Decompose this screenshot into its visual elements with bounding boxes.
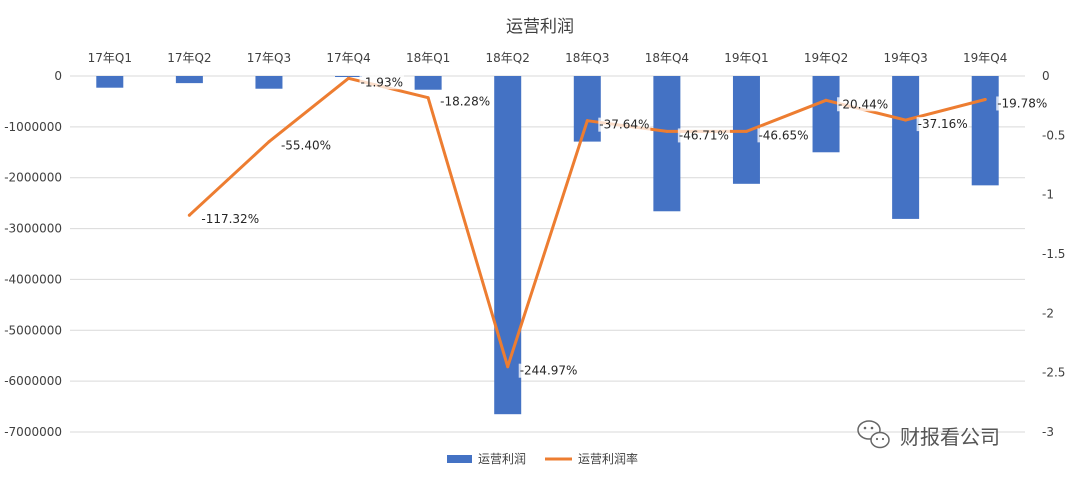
line-data-label-background xyxy=(598,117,651,132)
line-data-label: -37.16% xyxy=(918,117,968,131)
line-data-label: -18.28% xyxy=(440,95,490,109)
line-data-label: -46.71% xyxy=(679,128,729,142)
wechat-icon xyxy=(857,420,890,449)
bar xyxy=(812,76,840,153)
bar xyxy=(414,76,442,90)
bar xyxy=(573,76,601,142)
x-axis-tick-label: 17年Q4 xyxy=(326,51,370,65)
x-axis-tick-label: 18年Q3 xyxy=(565,51,609,65)
bar xyxy=(971,76,999,186)
right-axis-tick-label: -0.5 xyxy=(1042,128,1065,142)
line-data-labels: -117.32% -55.40% -1.93% -18.28% -244.97% -37.… xyxy=(200,75,1049,378)
line-point xyxy=(187,213,191,217)
line-data-label-background xyxy=(677,128,730,143)
line-data-label-background xyxy=(916,117,969,132)
bar xyxy=(494,76,522,415)
line-data-label-background xyxy=(439,94,492,109)
line-series xyxy=(187,76,987,369)
line-data-label-background xyxy=(757,128,810,143)
left-axis-tick-label: -4000000 xyxy=(4,272,62,286)
line-point xyxy=(665,129,669,133)
bar xyxy=(96,76,124,88)
x-axis-tick-label: 17年Q3 xyxy=(247,51,291,65)
legend: 运营利润 运营利润率 xyxy=(447,451,638,466)
line-data-label-background xyxy=(518,363,579,378)
x-axis-tick-label: 19年Q2 xyxy=(804,51,848,65)
line-data-label: -20.44% xyxy=(838,97,888,111)
line-data-label: -55.40% xyxy=(281,139,331,153)
x-axis-tick-label: 17年Q2 xyxy=(167,51,211,65)
right-axis-tick-labels: 0 -0.5 -1 -1.5 -2 -2.5 -3 xyxy=(1042,69,1065,439)
line-data-label-background xyxy=(837,97,890,112)
legend-label-bar: 运营利润 xyxy=(478,452,526,466)
line-data-label: -46.65% xyxy=(758,128,808,142)
line-point xyxy=(744,129,748,133)
left-axis-tick-label: -2000000 xyxy=(4,171,62,185)
line-point xyxy=(426,96,430,100)
x-axis-tick-label: 19年Q3 xyxy=(883,51,927,65)
line-data-label-background xyxy=(359,75,404,90)
bar xyxy=(255,76,283,89)
x-axis-tick-label: 19年Q1 xyxy=(724,51,768,65)
left-axis-tick-label: -1000000 xyxy=(4,120,62,134)
line-point xyxy=(904,118,908,122)
right-axis-tick-label: -2 xyxy=(1042,306,1054,320)
x-axis-tick-labels: 17年Q1 17年Q2 17年Q3 17年Q4 18年Q1 18年Q2 18年Q3 18年Q4… xyxy=(88,51,1008,65)
legend-label-line: 运营利润率 xyxy=(578,451,638,466)
left-axis-tick-label: -7000000 xyxy=(4,425,62,439)
watermark: 财报看公司 xyxy=(857,420,1000,449)
x-axis-tick-label: 17年Q1 xyxy=(88,51,132,65)
x-axis-tick-label: 18年Q4 xyxy=(645,51,689,65)
line-point xyxy=(824,98,828,102)
bar xyxy=(335,76,363,78)
x-axis-tick-label: 18年Q1 xyxy=(406,51,450,65)
line-point xyxy=(506,365,510,369)
right-axis-tick-label: -1 xyxy=(1042,188,1054,202)
legend-swatch-bar xyxy=(447,455,472,463)
line-data-label: -244.97% xyxy=(520,364,578,378)
left-axis-tick-label: -5000000 xyxy=(4,323,62,337)
line-data-label: -1.93% xyxy=(361,75,403,89)
line-data-label-background xyxy=(996,96,1049,111)
watermark-text: 财报看公司 xyxy=(900,425,1000,449)
left-axis-tick-label: -6000000 xyxy=(4,374,62,388)
line-data-label: -19.78% xyxy=(997,96,1047,110)
bar xyxy=(175,76,203,84)
left-axis-tick-label: 0 xyxy=(54,69,62,83)
line-point xyxy=(983,97,987,101)
bar xyxy=(892,76,920,219)
line-point xyxy=(347,76,351,80)
left-axis-tick-label: -3000000 xyxy=(4,222,62,236)
line-data-label: -117.32% xyxy=(201,212,259,226)
gridlines xyxy=(70,75,1025,433)
right-axis-tick-label: -2.5 xyxy=(1042,366,1065,380)
x-axis-tick-label: 19年Q4 xyxy=(963,51,1007,65)
right-axis-tick-label: 0 xyxy=(1042,69,1050,83)
line-data-label-background xyxy=(200,212,261,227)
right-axis-tick-label: -3 xyxy=(1042,425,1054,439)
line-point xyxy=(585,119,589,123)
line-data-label: -37.64% xyxy=(599,118,649,132)
right-axis-tick-label: -1.5 xyxy=(1042,247,1065,261)
x-axis-tick-label: 18年Q2 xyxy=(486,51,530,65)
bar xyxy=(653,76,681,212)
left-axis-tick-labels: 0 -1000000 -2000000 -3000000 -4000000 -500000… xyxy=(4,69,62,439)
line-data-label-background xyxy=(279,138,333,153)
chart-title: 运营利润 xyxy=(506,17,574,37)
line-point xyxy=(267,140,271,144)
